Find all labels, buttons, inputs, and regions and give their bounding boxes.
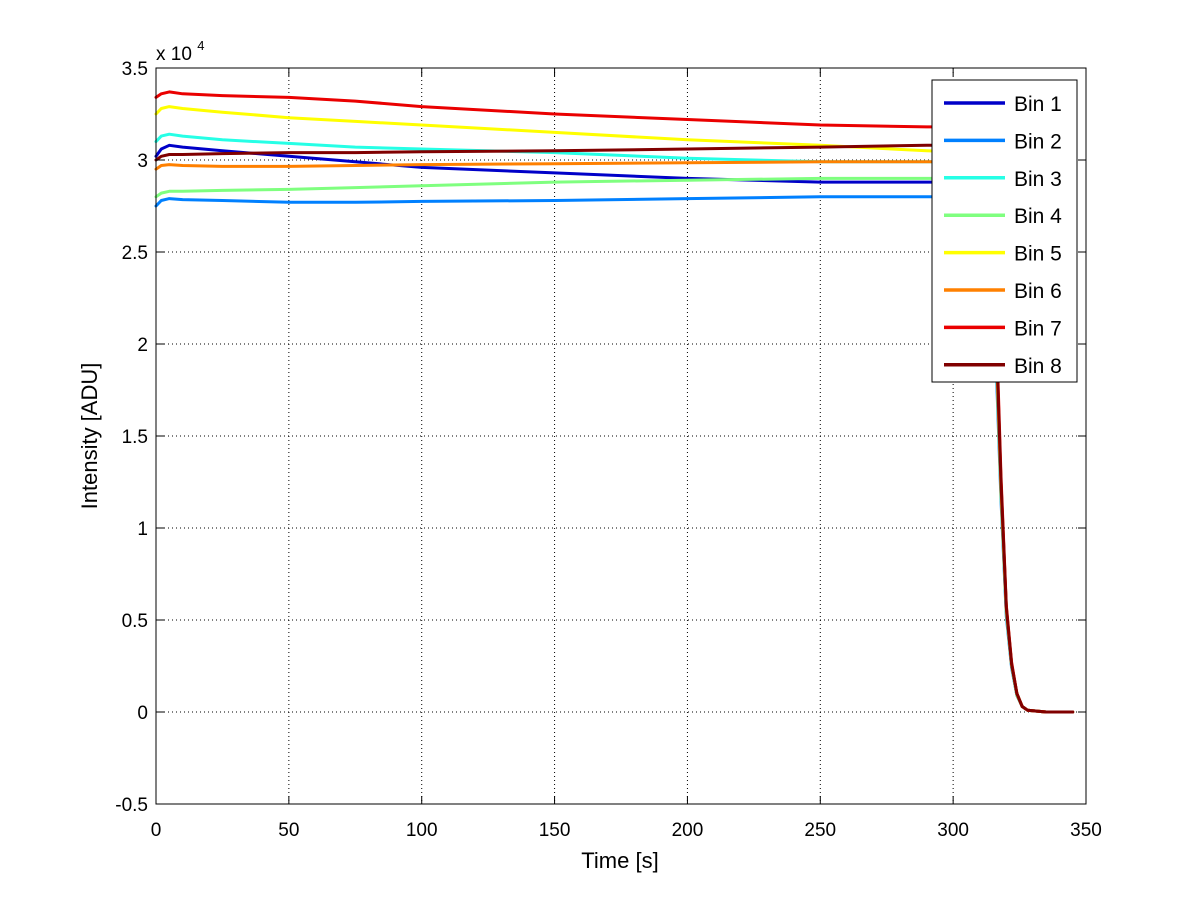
x-axis-label: Time [s] xyxy=(581,848,658,873)
series-line-bin-8 xyxy=(154,143,1075,714)
legend-label: Bin 1 xyxy=(1014,93,1062,116)
legend-label: Bin 7 xyxy=(1014,317,1062,340)
legend-item-bin-6[interactable]: Bin 6 xyxy=(944,280,1062,303)
legend-label: Bin 2 xyxy=(1014,130,1062,153)
legend-label: Bin 5 xyxy=(1014,243,1062,266)
legend-label: Bin 6 xyxy=(1014,280,1062,303)
y-tick-label: 3.5 xyxy=(122,59,148,80)
legend-item-bin-1[interactable]: Bin 1 xyxy=(944,93,1062,116)
y-tick-labels: -0.5 0 0.5 1 1.5 2 2.5 3 3.5 xyxy=(115,59,148,816)
y-tick-label: 2 xyxy=(137,335,148,356)
y-scale-exponent: 4 xyxy=(197,38,204,53)
axis-ticks xyxy=(155,67,1087,805)
x-tick-label: 100 xyxy=(406,820,438,841)
grid xyxy=(156,68,1086,804)
x-tick-labels: 0 50 100 150 200 250 300 350 xyxy=(151,820,1102,841)
legend-label: Bin 4 xyxy=(1014,205,1062,228)
y-tick-label: -0.5 xyxy=(115,795,148,816)
series-lines xyxy=(154,90,1075,714)
y-tick-label: 1 xyxy=(137,519,148,540)
x-tick-label: 0 xyxy=(151,820,162,841)
x-tick-label: 250 xyxy=(804,820,836,841)
legend-label: Bin 3 xyxy=(1014,168,1062,191)
y-tick-label: 1.5 xyxy=(122,427,148,448)
y-tick-label: 0 xyxy=(137,703,148,724)
y-scale-label: x 10 4 xyxy=(156,38,204,65)
y-tick-label: 3 xyxy=(137,151,148,172)
x-tick-label: 50 xyxy=(278,820,299,841)
y-tick-label: 2.5 xyxy=(122,243,148,264)
x-tick-label: 150 xyxy=(539,820,571,841)
legend-item-bin-7[interactable]: Bin 7 xyxy=(944,317,1062,340)
legend-box xyxy=(931,79,1078,383)
legend-item-bin-8[interactable]: Bin 8 xyxy=(944,355,1062,378)
legend-label: Bin 8 xyxy=(1014,355,1062,378)
legend-items: Bin 1 Bin 2 Bin 3 Bin 4 Bin 5 Bin 6 Bin 7 Bin 8 xyxy=(944,93,1062,378)
x-tick-label: 200 xyxy=(672,820,704,841)
legend-item-bin-4[interactable]: Bin 4 xyxy=(944,205,1062,228)
y-tick-label: 0.5 xyxy=(122,611,148,632)
legend-item-bin-2[interactable]: Bin 2 xyxy=(944,130,1062,153)
x-tick-label: 300 xyxy=(937,820,969,841)
legend-item-bin-5[interactable]: Bin 5 xyxy=(944,243,1062,266)
legend[interactable]: Bin 1 Bin 2 Bin 3 Bin 4 Bin 5 Bin 6 Bin 7 Bin 8 xyxy=(931,79,1078,383)
x-tick-label: 350 xyxy=(1070,820,1102,841)
y-axis-label: Intensity [ADU] xyxy=(77,363,102,510)
legend-item-bin-3[interactable]: Bin 3 xyxy=(944,168,1062,191)
